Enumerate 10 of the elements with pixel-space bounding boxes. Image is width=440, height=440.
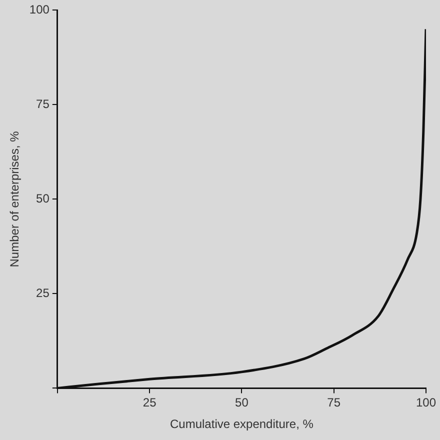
y-tick-label: 100 (29, 2, 50, 17)
y-tick-label: 75 (36, 97, 50, 112)
y-axis-title: Number of enterprises, % (8, 130, 22, 268)
y-tick-label: 25 (36, 286, 50, 300)
x-tick-label: 50 (235, 396, 249, 410)
x-tick-label: 75 (327, 396, 341, 410)
x-axis-title: Cumulative expenditure, % (170, 417, 314, 432)
y-tick-label: 50 (36, 192, 50, 206)
x-tick-label: 100 (416, 396, 436, 410)
x-tick-label: 25 (142, 396, 157, 410)
